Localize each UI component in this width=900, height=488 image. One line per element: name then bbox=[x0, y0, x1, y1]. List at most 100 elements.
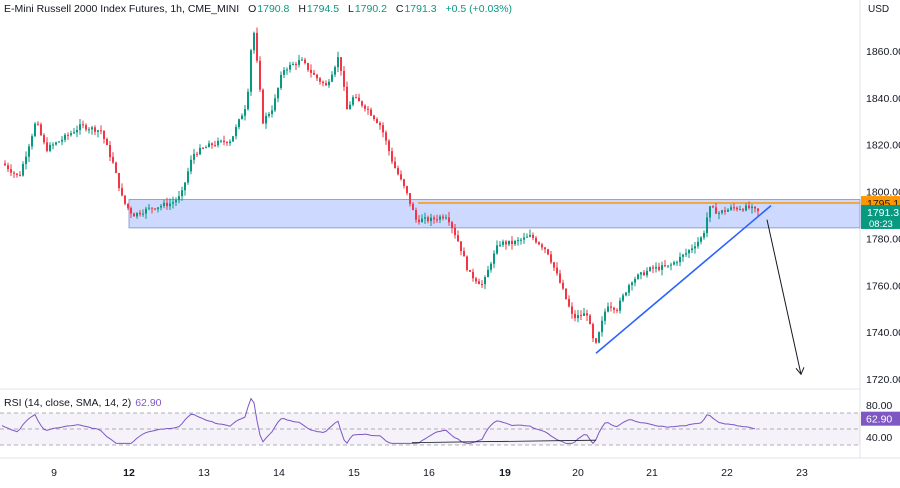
candle-body bbox=[691, 248, 693, 251]
candle-body bbox=[379, 122, 381, 126]
candle-body bbox=[334, 67, 336, 75]
price-tick-label: 1840.00 bbox=[866, 93, 900, 105]
candle-body bbox=[598, 332, 600, 343]
candle-body bbox=[142, 213, 144, 215]
candle-body bbox=[574, 313, 576, 319]
candle-body bbox=[43, 135, 45, 143]
candle-body bbox=[208, 143, 210, 148]
candle-body bbox=[709, 206, 711, 218]
candle-body bbox=[229, 141, 231, 144]
candle-body bbox=[328, 81, 330, 86]
candle-body bbox=[223, 140, 225, 143]
candle-body bbox=[586, 313, 588, 316]
high-value: 1794.5 bbox=[306, 3, 340, 15]
candle-body bbox=[7, 165, 9, 170]
candle-body bbox=[127, 203, 129, 209]
candle-body bbox=[232, 136, 234, 142]
time-tick-label: 22 bbox=[721, 467, 733, 479]
rsi-value-text: 62.90 bbox=[866, 414, 892, 426]
candle-body bbox=[28, 146, 30, 157]
candle-body bbox=[430, 217, 432, 222]
candle-body bbox=[547, 249, 549, 255]
candle-body bbox=[718, 212, 720, 214]
candle-body bbox=[52, 144, 54, 146]
candle-body bbox=[526, 236, 528, 238]
candle-body bbox=[400, 174, 402, 180]
candle-body bbox=[406, 186, 408, 194]
rsi-line bbox=[1, 397, 756, 445]
candle-body bbox=[175, 200, 177, 203]
symbol-title[interactable]: E-Mini Russell 2000 Index Futures, 1h, C… bbox=[4, 3, 240, 15]
candle-body bbox=[544, 247, 546, 250]
low-value: 1790.2 bbox=[354, 3, 387, 15]
open-label: O bbox=[248, 3, 257, 15]
candle-body bbox=[76, 129, 78, 133]
candle-body bbox=[214, 145, 216, 147]
candle-body bbox=[511, 240, 513, 245]
candle-body bbox=[628, 285, 630, 293]
candle-body bbox=[346, 86, 348, 110]
candle-body bbox=[37, 123, 39, 125]
candle-body bbox=[577, 315, 579, 319]
candle-body bbox=[55, 142, 57, 145]
candle-body bbox=[304, 59, 306, 64]
candle-body bbox=[520, 239, 522, 241]
candle-body bbox=[256, 32, 258, 61]
candle-body bbox=[115, 162, 117, 173]
candle-body bbox=[490, 263, 492, 270]
candle-body bbox=[211, 143, 213, 146]
candle-body bbox=[649, 267, 651, 271]
candle-body bbox=[418, 219, 420, 223]
candle-body bbox=[88, 129, 90, 131]
candle-body bbox=[679, 256, 681, 263]
candle-body bbox=[607, 306, 609, 312]
rsi-legend[interactable]: RSI (14, close, SMA, 14, 2) 62.90 bbox=[4, 397, 162, 409]
candle-body bbox=[307, 63, 309, 70]
candle-body bbox=[508, 240, 510, 245]
candle-body bbox=[97, 130, 99, 132]
price-tick-label: 1820.00 bbox=[866, 140, 900, 152]
candle-body bbox=[25, 156, 27, 164]
candle-body bbox=[676, 262, 678, 264]
candle-body bbox=[298, 60, 300, 65]
candle-body bbox=[331, 74, 333, 82]
candle-body bbox=[325, 83, 327, 86]
candle-body bbox=[499, 244, 501, 246]
candle-body bbox=[355, 97, 357, 99]
candle-body bbox=[472, 271, 474, 279]
candle-body bbox=[610, 306, 612, 308]
candle-body bbox=[613, 307, 615, 310]
rsi-legend-value: 62.90 bbox=[135, 397, 162, 409]
candle-body bbox=[94, 127, 96, 132]
candle-body bbox=[634, 278, 636, 283]
candle-body bbox=[187, 171, 189, 183]
candle-body bbox=[454, 228, 456, 236]
candle-body bbox=[199, 147, 201, 155]
candle-body bbox=[514, 240, 516, 245]
high-label: H bbox=[298, 3, 306, 15]
candle-body bbox=[724, 210, 726, 212]
candle-body bbox=[235, 127, 237, 137]
candle-body bbox=[535, 238, 537, 243]
candle-body bbox=[268, 114, 270, 116]
countdown-text: 08:23 bbox=[869, 219, 893, 230]
candle-body bbox=[40, 124, 42, 136]
candle-body bbox=[130, 208, 132, 214]
candle-body bbox=[73, 132, 75, 134]
time-tick-label: 13 bbox=[198, 467, 210, 479]
candle-body bbox=[640, 272, 642, 275]
candle-body bbox=[145, 208, 147, 214]
candle-body bbox=[13, 172, 15, 174]
candle-body bbox=[283, 70, 285, 75]
candle-body bbox=[286, 69, 288, 71]
candle-body bbox=[658, 266, 660, 270]
projection-arrow-head bbox=[795, 367, 805, 376]
candle-body bbox=[685, 253, 687, 255]
candle-body bbox=[118, 172, 120, 189]
candle-body bbox=[700, 237, 702, 242]
candle-body bbox=[460, 241, 462, 252]
candle-body bbox=[82, 124, 84, 126]
time-tick-label: 15 bbox=[348, 467, 360, 479]
